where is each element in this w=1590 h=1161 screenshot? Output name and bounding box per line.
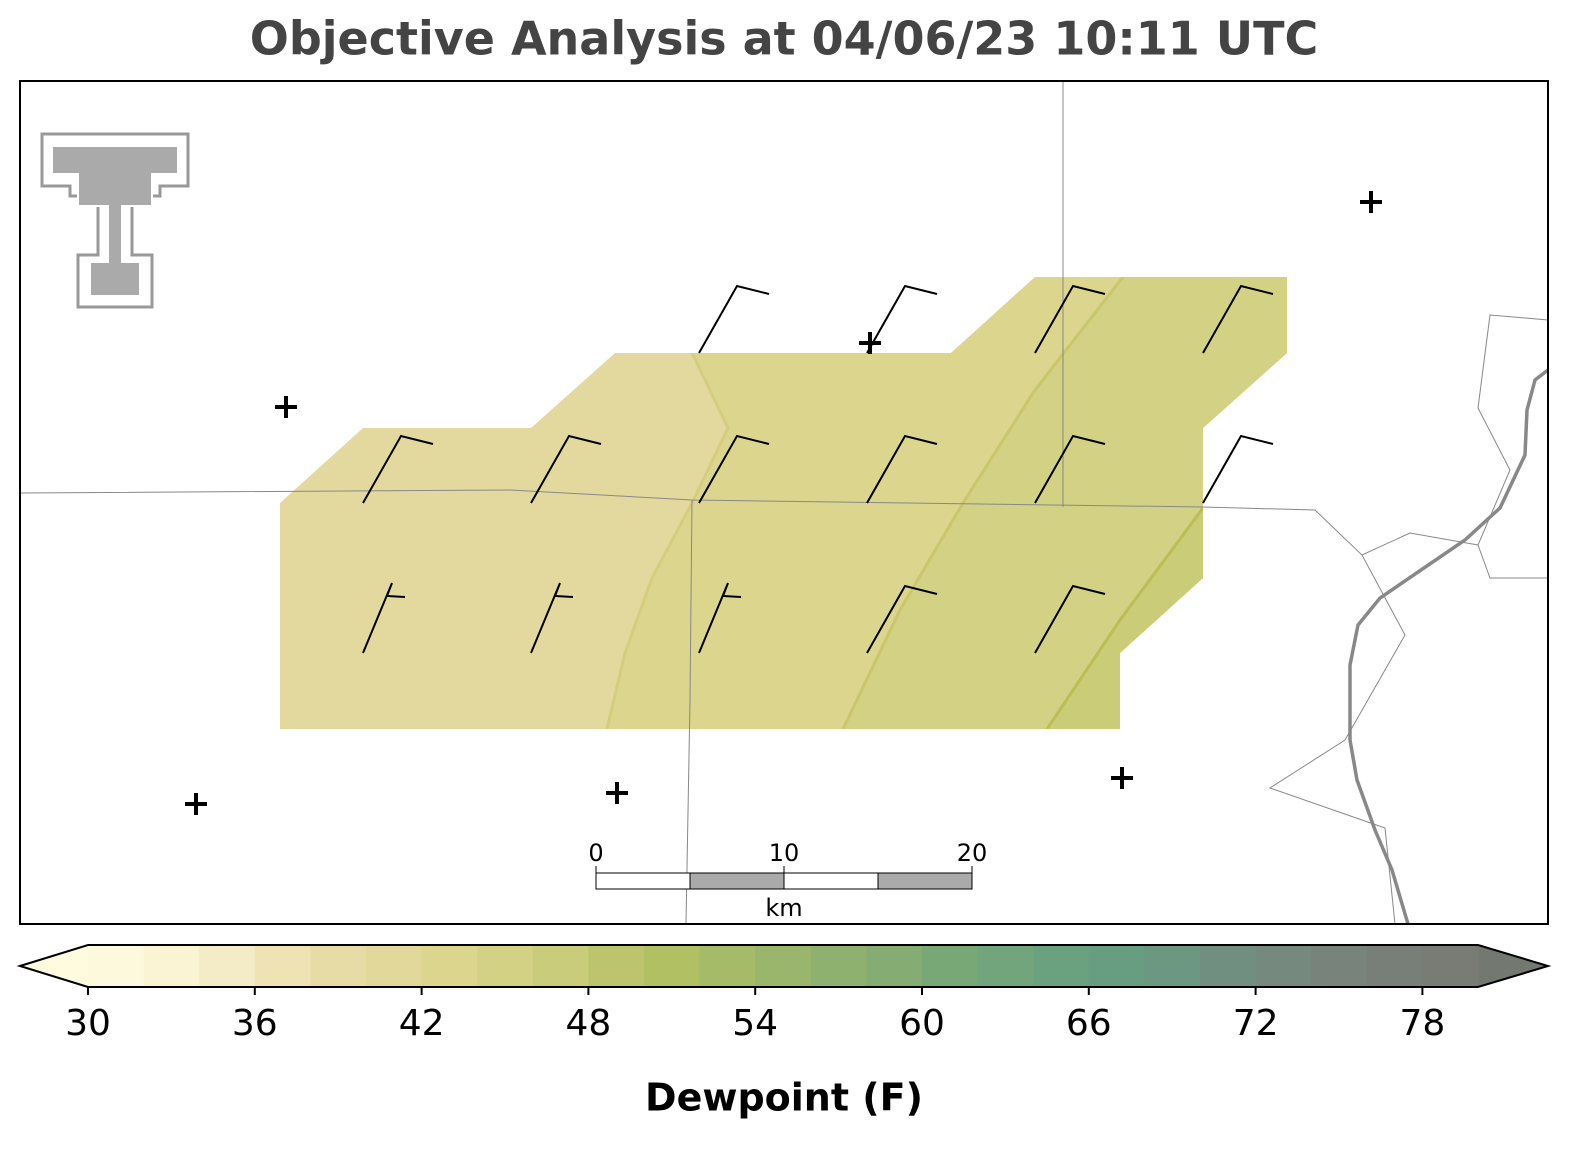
colorbar-bin	[1088, 945, 1145, 987]
colorbar-tick-label: 48	[565, 1003, 611, 1044]
scale-tick-label: 0	[588, 839, 603, 867]
wind-barb	[1034, 284, 1106, 354]
wind-barb	[698, 434, 770, 504]
wind-barb	[866, 284, 938, 354]
contour-line	[841, 277, 1125, 729]
colorbar-bin	[1144, 945, 1201, 987]
colorbar-bin	[532, 945, 589, 987]
colorbar-bin	[755, 945, 812, 987]
wind-barbs	[362, 284, 1274, 654]
colorbar-tick-label: 54	[732, 1003, 778, 1044]
scale-segment	[783, 872, 879, 890]
colorbar-under	[20, 945, 88, 987]
colorbar-bin	[977, 945, 1034, 987]
wind-barb	[1202, 284, 1274, 354]
river	[1348, 368, 1550, 925]
colorbar-tick-label: 30	[65, 1003, 111, 1044]
colorbar-bin	[421, 945, 478, 987]
colorbar-bin	[922, 945, 979, 987]
wind-barb	[530, 434, 602, 504]
wind-barb	[1034, 434, 1106, 504]
colorbar-tick-label: 60	[899, 1003, 945, 1044]
contour-line	[1045, 507, 1205, 729]
colorbar-bin	[1255, 945, 1312, 987]
wind-barb	[866, 584, 938, 654]
colorbar-bin	[310, 945, 367, 987]
colorbar-bin	[1366, 945, 1423, 987]
colorbar-bin	[88, 945, 145, 987]
colorbar-label: Dewpoint (F)	[645, 1076, 923, 1120]
colorbar-tick-label: 66	[1066, 1003, 1112, 1044]
colorbar-bin	[1311, 945, 1368, 987]
scale-unit: km	[765, 894, 802, 922]
colorbar-tick-label: 72	[1233, 1003, 1279, 1044]
colorbar-bin	[588, 945, 645, 987]
colorbar-tick-label: 42	[399, 1003, 445, 1044]
colorbar-bin	[810, 945, 867, 987]
colorbar-bin	[699, 945, 756, 987]
scale-tick-label: 10	[769, 839, 800, 867]
colorbar-bin	[254, 945, 311, 987]
colorbar-bin	[199, 945, 256, 987]
colorbar-bin	[366, 945, 423, 987]
colorbar-bin	[866, 945, 923, 987]
station-markers	[185, 191, 1382, 815]
wind-barb	[362, 582, 406, 654]
map-frame	[19, 80, 1549, 925]
map: km 0 10 20	[19, 80, 1550, 925]
scale-segment	[877, 872, 973, 890]
wind-barb	[698, 582, 742, 654]
scale-tick-label: 20	[957, 839, 988, 867]
scale-segment	[595, 872, 691, 890]
colorbar-bin	[1422, 945, 1479, 987]
wind-barb	[698, 284, 770, 354]
wind-barb	[866, 434, 938, 504]
wind-barb	[1034, 584, 1106, 654]
scale-segment	[689, 872, 785, 890]
wind-barb	[1202, 434, 1274, 504]
colorbar-tick-label: 78	[1399, 1003, 1445, 1044]
title: Objective Analysis at 04/06/23 10:11 UTC	[250, 12, 1319, 66]
colorbar-over	[1478, 945, 1548, 987]
colorbar-bin	[1033, 945, 1090, 987]
colorbar: Dewpoint (F) 30 36 42 48 54 60 66 72 78	[16, 944, 1552, 1120]
colorbar-bin	[143, 945, 200, 987]
wind-barb	[530, 582, 574, 654]
contour-line	[605, 352, 730, 729]
boundaries	[19, 81, 1549, 925]
logo	[40, 132, 190, 309]
colorbar-bin	[1200, 945, 1257, 987]
wind-barb	[362, 434, 434, 504]
colorbar-bin	[644, 945, 701, 987]
colorbar-tick-label: 36	[232, 1003, 278, 1044]
colorbar-bin	[477, 945, 534, 987]
scale-bar: km 0 10 20	[588, 839, 987, 922]
